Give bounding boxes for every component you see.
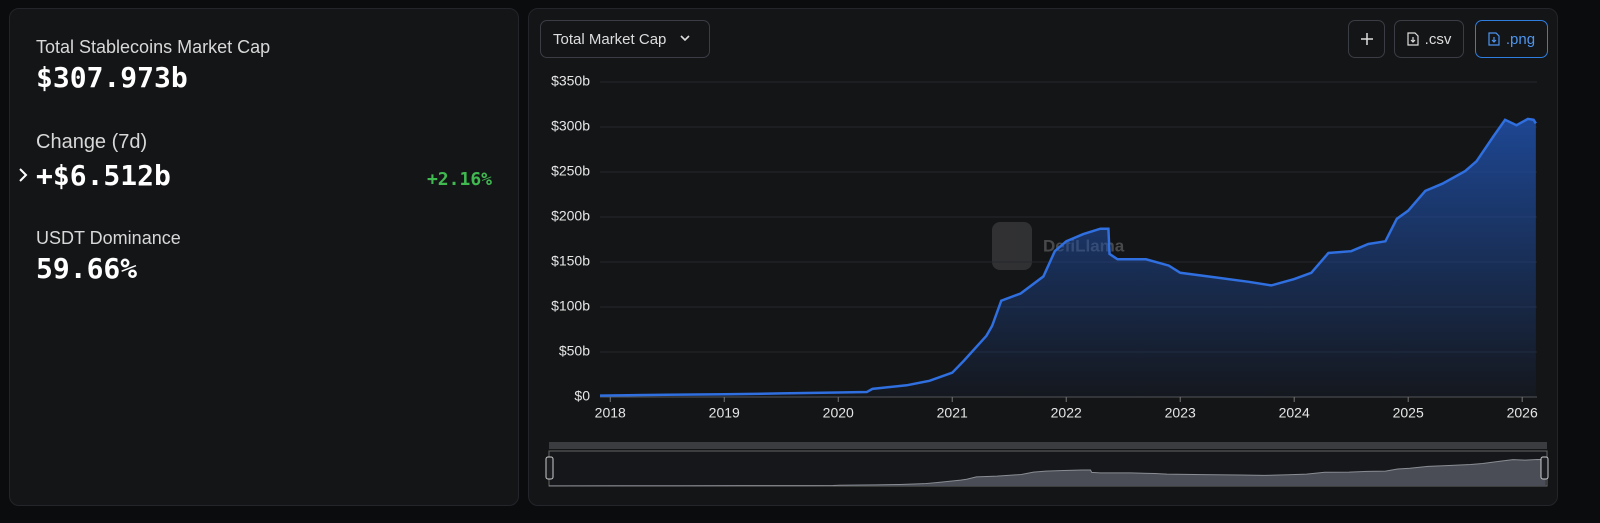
plus-icon [1360, 33, 1373, 45]
file-icon [1488, 32, 1500, 46]
y-tick-label: $300b [551, 118, 590, 134]
stat-label: Total Stablecoins Market Cap [36, 37, 271, 57]
png-label: .png [1505, 30, 1536, 48]
series-area [600, 118, 1536, 398]
stat-label: Change (7d) [36, 131, 148, 153]
add-button[interactable] [1348, 20, 1385, 58]
navigator-area [549, 459, 1546, 486]
x-tick-label: 2020 [823, 405, 854, 421]
chart: DefiLlama $0$50b$100b$150b$200b$250b$300… [545, 73, 1549, 487]
stat-label: USDT Dominance [36, 228, 181, 248]
x-tick-label: 2026 [1507, 405, 1538, 421]
navigator-handle [545, 456, 554, 480]
metric-label: Total Market Cap [553, 30, 667, 48]
x-tick-label: 2022 [1051, 405, 1082, 421]
x-tick-label: 2025 [1393, 405, 1424, 421]
y-tick-label: $200b [551, 208, 590, 224]
navigator-handle [1540, 456, 1549, 480]
stat-value: $307.973b [36, 61, 188, 94]
file-icon [1407, 32, 1419, 46]
y-tick-label: $100b [551, 298, 590, 314]
navigator-line [548, 459, 1546, 487]
navigator-bar [549, 442, 1547, 449]
stat-value: +$6.512b [36, 159, 171, 192]
y-tick-label: $0 [574, 388, 590, 404]
x-tick-label: 2019 [709, 405, 740, 421]
csv-label: .csv [1424, 30, 1452, 48]
dropdown-icon [680, 35, 690, 42]
series-line [599, 117, 1537, 397]
x-tick-label: 2024 [1279, 405, 1310, 421]
y-tick-label: $350b [551, 73, 590, 89]
y-tick-label: $50b [559, 343, 590, 359]
y-tick-label: $250b [551, 163, 590, 179]
stat-value: 59.66% [36, 252, 138, 285]
png-button[interactable]: .png [1475, 20, 1548, 58]
y-tick-label: $150b [551, 253, 590, 269]
stats-panel: Total Stablecoins Market Cap $307.973b C… [9, 8, 519, 506]
x-tick-label: 2023 [1165, 405, 1196, 421]
chart-panel: Total Market Cap .csv .png DefiLlama $0$… [528, 8, 1558, 506]
metric-select[interactable]: Total Market Cap [540, 20, 710, 58]
csv-button[interactable]: .csv [1394, 20, 1464, 58]
stat-change: +2.16% [426, 169, 492, 190]
x-tick-label: 2021 [937, 405, 968, 421]
x-tick-label: 2018 [595, 405, 626, 421]
expand-icon[interactable] [17, 166, 29, 184]
